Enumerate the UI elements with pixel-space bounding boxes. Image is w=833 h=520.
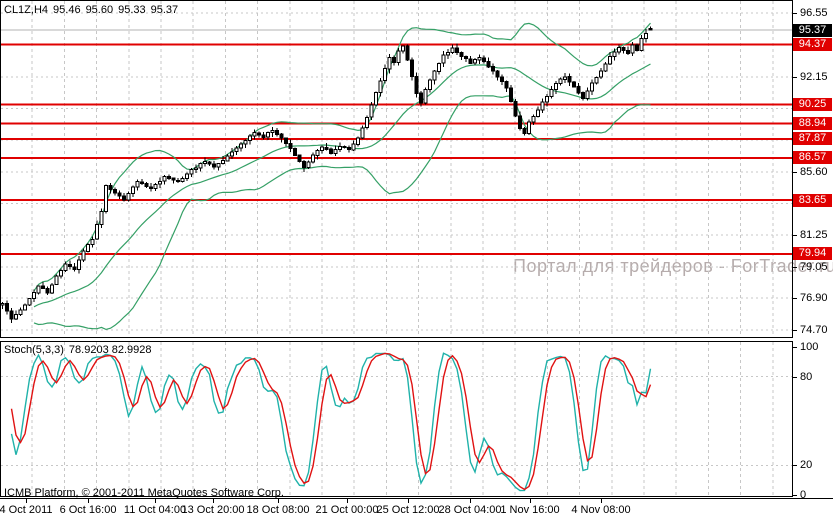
stochastic-chart-canvas[interactable] xyxy=(0,341,793,498)
price-tick-label: 76.90 xyxy=(800,292,828,304)
time-tick-label: 4 Oct 2011 xyxy=(0,504,53,516)
stochastic-indicator-label: Stoch(5,3,3) 78.9203 82.9928 xyxy=(4,344,157,356)
price-tick-label: 79.05 xyxy=(800,261,828,273)
time-axis[interactable]: 4 Oct 2011 6 Oct 16:00 11 Oct 04:00 13 Oct … xyxy=(0,498,833,520)
time-tick-label: 28 Oct 04:00 xyxy=(438,504,502,516)
stoch-tick-mark xyxy=(793,377,797,378)
time-tick-label: 18 Oct 08:00 xyxy=(246,504,310,516)
price-tick-mark xyxy=(793,267,797,268)
time-tick-mark xyxy=(408,499,409,503)
time-tick-mark xyxy=(155,499,156,503)
price-tick-mark xyxy=(793,77,797,78)
time-tick-label: 6 Oct 16:00 xyxy=(59,504,117,516)
price-level-box: 83.65 xyxy=(793,194,832,207)
high-value: 95.60 xyxy=(85,4,114,16)
stochastic-name: Stoch(5,3,3) xyxy=(4,344,64,356)
main-chart-canvas[interactable] xyxy=(0,0,793,338)
price-tick-mark xyxy=(793,172,797,173)
price-tick-mark xyxy=(793,298,797,299)
price-level-box: 87.87 xyxy=(793,132,832,145)
low-value: 95.33 xyxy=(118,4,146,16)
price-axis[interactable]: 96.55 92.15 85.60 81.25 79.05 76.90 74.70 100 80… xyxy=(793,0,833,501)
time-tick-mark xyxy=(213,499,214,503)
symbol-ohlc-label: CL1Z,H4 95.46 95.60 95.33 95.37 xyxy=(4,4,183,16)
time-tick-label: 1 Nov 16:00 xyxy=(500,504,560,516)
stoch-tick-label: 0 xyxy=(800,489,807,501)
stochastic-values: 78.9203 82.9928 xyxy=(68,344,152,356)
time-tick-mark xyxy=(347,499,348,503)
stoch-tick-mark xyxy=(793,465,797,466)
stoch-tick-label: 20 xyxy=(800,459,813,471)
stoch-tick-label: 100 xyxy=(800,341,819,353)
time-tick-label: 25 Oct 12:00 xyxy=(376,504,440,516)
time-tick-mark xyxy=(26,499,27,503)
copyright-label: ICMB Platform, © 2001-2011 MetaQuotes So… xyxy=(4,487,284,499)
open-value: 95.46 xyxy=(53,4,81,16)
price-level-box: 94.37 xyxy=(793,38,832,51)
price-tick-label: 85.60 xyxy=(800,166,828,178)
stoch-tick-label: 80 xyxy=(800,371,813,383)
time-tick-label: 21 Oct 00:00 xyxy=(315,504,379,516)
time-tick-mark xyxy=(278,499,279,503)
price-level-box: 86.57 xyxy=(793,151,832,164)
price-level-box: 79.94 xyxy=(793,247,832,260)
time-tick-mark xyxy=(601,499,602,503)
time-tick-mark xyxy=(530,499,531,503)
price-tick-label: 96.55 xyxy=(800,7,828,19)
watermark: Портал для трейдеров - ForTrader.ru xyxy=(513,256,833,276)
close-value: 95.37 xyxy=(150,4,179,16)
price-tick-mark xyxy=(793,235,797,236)
time-tick-mark xyxy=(88,499,89,503)
stoch-tick-mark xyxy=(793,347,797,348)
price-tick-label: 81.25 xyxy=(800,229,828,241)
price-tick-label: 74.70 xyxy=(800,324,828,336)
time-tick-label: 4 Nov 08:00 xyxy=(571,504,631,516)
price-tick-label: 92.15 xyxy=(800,71,828,83)
time-tick-label: 13 Oct 20:00 xyxy=(181,504,245,516)
price-level-box: 90.25 xyxy=(793,98,832,111)
time-tick-mark xyxy=(470,499,471,503)
symbol-label: CL1Z,H4 xyxy=(4,4,49,16)
bid-price-box: 95.37 xyxy=(793,24,832,37)
stoch-tick-mark xyxy=(793,495,797,496)
price-tick-mark xyxy=(793,13,797,14)
time-tick-label: 11 Oct 04:00 xyxy=(123,504,187,516)
price-level-box: 88.94 xyxy=(793,117,832,130)
price-tick-mark xyxy=(793,330,797,331)
